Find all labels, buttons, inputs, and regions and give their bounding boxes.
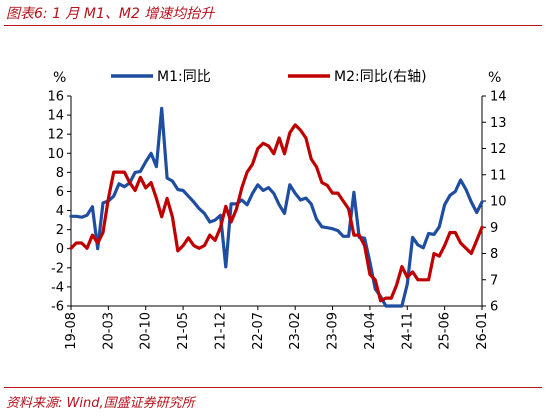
legend-m1-label: M1:同比 (157, 69, 211, 85)
x-axis-tick-label: 25-06 (438, 312, 453, 350)
chart-axes: 16 14 12 10 8 6 4 2 0 -2 -4 -6 14 13 12 11 10 9 8 7 6% % 19-08… (47, 70, 506, 350)
title-divider (4, 25, 542, 26)
x-axis-tick-label: 22-07 (251, 312, 266, 350)
figure-title: 图表6: 1 月 M1、M2 增速均抬升 (6, 6, 215, 22)
x-axis-tick-label: 20-10 (139, 312, 154, 350)
left-axis-tick-label: 10 (47, 147, 64, 162)
left-axis-tick-label: 6 (56, 185, 64, 200)
right-axis-tick-label: 9 (490, 221, 498, 236)
x-axis-tick-label: 26-01 (475, 312, 490, 350)
x-axis-tick-label: 21-05 (176, 312, 191, 350)
left-axis-tick-label: 12 (47, 128, 64, 143)
x-axis-tick-label: 21-12 (213, 312, 228, 350)
left-axis-tick-label: 4 (56, 204, 64, 219)
m2-series-line (69, 123, 484, 303)
left-axis-tick-label: -2 (51, 261, 64, 276)
x-axis-tick-label: 23-09 (326, 312, 341, 350)
left-axis-tick-label: 0 (56, 242, 64, 257)
left-axis-tick-label: 2 (56, 223, 64, 238)
x-axis-tick-label: 23-02 (288, 312, 303, 350)
left-axis-tick-label: -4 (51, 280, 64, 295)
right-axis-tick-label: 12 (490, 142, 507, 157)
x-axis-tick-label: 19-08 (64, 312, 79, 350)
source-note: 资料来源: Wind,国盛证券研究所 (6, 396, 195, 411)
right-axis-tick-label: 11 (490, 168, 507, 183)
legend-m2-label: M2:同比(右轴) (334, 69, 427, 85)
x-axis-tick-label: 24-11 (400, 312, 415, 350)
left-axis-tick-label: 14 (47, 109, 64, 124)
right-axis-tick-label: 10 (490, 195, 507, 210)
right-axis-tick-label: 6 (490, 300, 498, 315)
chart-legend: M1:同比 M2:同比(右轴) (111, 69, 427, 85)
chart-series (69, 106, 484, 308)
right-axis-tick-label: 8 (490, 247, 498, 262)
m1-series-line (69, 106, 484, 308)
left-axis-unit: % (53, 70, 66, 86)
x-axis-tick-label: 24-04 (363, 312, 378, 350)
right-axis-tick-label: 14 (490, 90, 507, 105)
right-axis-tick-label: 7 (490, 273, 498, 288)
left-axis-tick-label: -6 (51, 300, 64, 315)
source-divider (4, 387, 542, 388)
left-axis-tick-label: 8 (56, 166, 64, 181)
right-axis-tick-label: 13 (490, 116, 507, 131)
x-axis-tick-label: 20-03 (101, 312, 116, 350)
right-axis-unit: % (488, 70, 501, 86)
left-axis-tick-label: 16 (47, 90, 64, 105)
